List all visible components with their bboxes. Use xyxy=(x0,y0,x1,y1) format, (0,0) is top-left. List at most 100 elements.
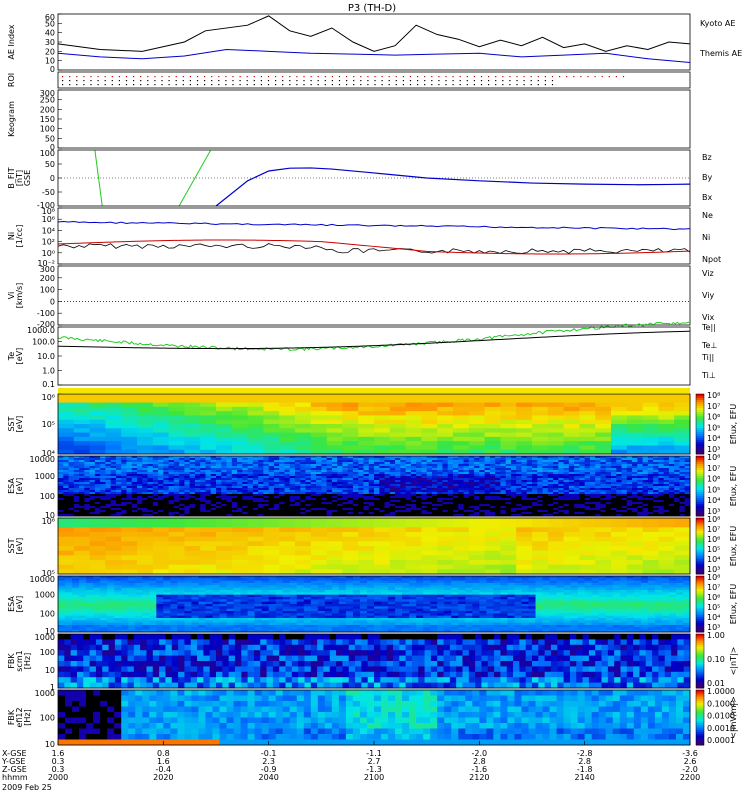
esa-e-cell xyxy=(521,512,528,515)
esa-e-cell xyxy=(63,508,70,511)
esa-e-cell xyxy=(405,494,412,497)
esa-e-cell xyxy=(173,460,180,463)
esa-e-colorbar-step xyxy=(696,508,704,511)
esa-e-cell xyxy=(331,490,338,493)
sst-i-cell xyxy=(484,546,501,552)
roi-mark xyxy=(317,80,319,82)
sst-e-cell xyxy=(105,402,122,408)
esa-e-cell xyxy=(374,474,380,477)
esa-e-cell xyxy=(221,456,228,459)
esa-e-cell xyxy=(574,456,580,459)
esa-e-colorbar-frame xyxy=(695,455,705,517)
esa-e-cell xyxy=(216,494,222,497)
esa-e-cell xyxy=(474,510,480,513)
sst-e-cell xyxy=(137,406,154,412)
esa-e-cell xyxy=(584,476,591,479)
esa-e-cell xyxy=(616,470,623,473)
esa-e-cell xyxy=(579,504,586,507)
esa-e-cell xyxy=(316,474,322,477)
roi-mark xyxy=(324,76,326,78)
sst-i-cell xyxy=(500,546,517,552)
esa-e-cell xyxy=(89,488,96,491)
sst-e-cell xyxy=(579,411,596,416)
esa-e-cell xyxy=(337,492,343,495)
sst-e-cell xyxy=(563,436,580,442)
esa-e-cell xyxy=(284,464,291,467)
esa-e-cell xyxy=(668,498,675,501)
esa-e-cell xyxy=(184,494,191,497)
esa-e-cell xyxy=(495,484,501,487)
esa-e-cell xyxy=(663,512,670,515)
roi-mark xyxy=(97,76,99,78)
sst-e-cell xyxy=(500,432,517,438)
esa-e-cell xyxy=(263,506,270,509)
sst-i-cell xyxy=(200,560,217,566)
esa-e-cell xyxy=(321,500,328,503)
esa-e-cell xyxy=(316,490,322,493)
esa-e-cell xyxy=(337,466,343,469)
esa-e-cell xyxy=(384,468,391,471)
esa-e-cell xyxy=(474,506,480,509)
esa-e-cell xyxy=(258,510,264,513)
temperature-te-line xyxy=(57,330,691,350)
esa-e-cell xyxy=(158,460,164,463)
esa-e-cell xyxy=(263,500,270,503)
sst-i-cell xyxy=(658,518,675,524)
sst-e-cell xyxy=(595,424,612,429)
esa-e-cell xyxy=(158,472,164,475)
esa-e-cell xyxy=(284,510,291,513)
esa-e-cell xyxy=(273,484,280,487)
esa-e-cell xyxy=(79,478,85,481)
esa-e-cell xyxy=(289,470,296,473)
esa-e-cell xyxy=(221,504,228,507)
sst-e-cell xyxy=(310,436,328,442)
esa-e-cell xyxy=(379,514,386,517)
sst-i-cell xyxy=(137,522,154,528)
esa-e-cell xyxy=(547,494,554,497)
esa-e-cell xyxy=(668,500,675,503)
roi-mark xyxy=(488,84,490,86)
esa-e-cell xyxy=(663,488,670,491)
sst-e-cell xyxy=(516,411,533,416)
esa-e-cell xyxy=(242,486,249,489)
esa-e-cell xyxy=(574,496,580,499)
esa-e-cell xyxy=(79,488,85,491)
esa-e-cell xyxy=(516,476,522,479)
sst-i-cell xyxy=(421,550,438,556)
esa-e-colorbar-tick: 10⁵ xyxy=(707,485,720,494)
esa-e-cell xyxy=(79,494,85,497)
esa-e-cell xyxy=(210,506,217,509)
esa-e-cell xyxy=(579,456,586,459)
esa-e-cell xyxy=(268,506,275,509)
sst-e-cell xyxy=(58,441,75,446)
esa-e-cell xyxy=(326,506,333,509)
esa-e-cell xyxy=(395,502,401,505)
esa-e-cell xyxy=(642,502,649,505)
esa-e-cell xyxy=(537,502,544,505)
esa-e-cell xyxy=(521,466,528,469)
esa-e-cell xyxy=(579,508,586,511)
esa-e-cell xyxy=(600,460,607,463)
esa-e-cell xyxy=(589,484,596,487)
esa-e-cell xyxy=(479,474,486,477)
esa-e-cell xyxy=(368,504,375,507)
esa-e-cell xyxy=(205,506,212,509)
esa-e-cell xyxy=(231,512,238,515)
esa-e-cell xyxy=(426,490,433,493)
esa-e-cell xyxy=(273,464,280,467)
sst-i-cell xyxy=(516,518,533,524)
esa-e-cell xyxy=(295,464,301,467)
esa-e-cell xyxy=(289,478,296,481)
sst-e-cell xyxy=(137,428,154,434)
sst-i-cell xyxy=(342,522,359,528)
esa-e-cell xyxy=(210,474,217,477)
esa-e-cell xyxy=(131,502,138,505)
esa-e-cell xyxy=(437,506,443,509)
esa-e-cell xyxy=(268,492,275,495)
esa-e-cell xyxy=(121,492,127,495)
sst-i-cell xyxy=(152,550,170,556)
esa-e-cell xyxy=(495,514,501,517)
esa-e-cell xyxy=(89,486,96,489)
roi-mark xyxy=(111,76,113,78)
sst-i-cell xyxy=(611,518,628,524)
